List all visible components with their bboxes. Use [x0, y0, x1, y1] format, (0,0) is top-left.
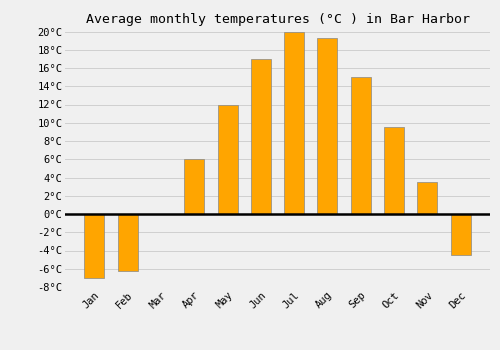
Bar: [351, 77, 371, 214]
Bar: [318, 38, 338, 214]
Bar: [118, 214, 138, 271]
Bar: [284, 32, 304, 214]
Bar: [84, 214, 104, 278]
Bar: [218, 105, 238, 214]
Bar: [184, 159, 204, 214]
Title: Average monthly temperatures (°C ) in Bar Harbor: Average monthly temperatures (°C ) in Ba…: [86, 13, 469, 26]
Bar: [418, 182, 438, 214]
Bar: [450, 214, 470, 255]
Bar: [384, 127, 404, 214]
Bar: [251, 59, 271, 214]
